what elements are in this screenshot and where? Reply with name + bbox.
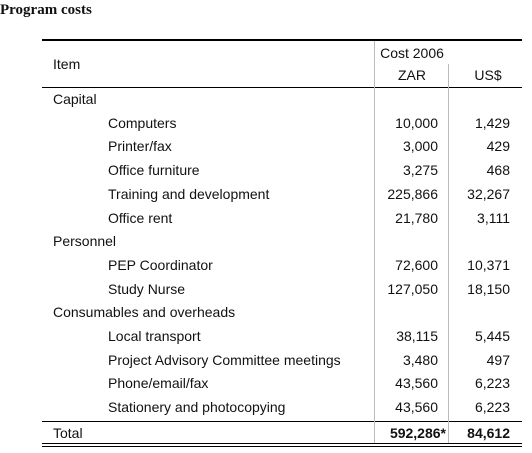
header-zar: ZAR [398, 67, 426, 83]
top-rule [42, 39, 522, 41]
usd-value: 468 [486, 162, 510, 179]
item-label: PEP Coordinator [108, 256, 213, 273]
zar-value: 43,560 [395, 375, 438, 392]
usd-value: 6,223 [474, 375, 510, 392]
usd-value: 5,445 [474, 328, 510, 344]
header-cost: Cost 2006 [380, 45, 444, 61]
total-label: Total [53, 425, 83, 441]
header-item: Item [53, 56, 81, 72]
column-rule [448, 64, 449, 443]
zar-value: 3,000 [402, 138, 438, 155]
item-label: Phone/email/fax [108, 375, 209, 392]
item-label: Training and development [108, 185, 270, 202]
header-usd: US$ [474, 67, 502, 83]
zar-value: 225,866 [387, 185, 438, 202]
column-rule [374, 41, 375, 443]
item-label: Study Nurse [108, 280, 186, 297]
item-label: Project Advisory Committee meetings [108, 351, 341, 368]
item-label: Computers [108, 114, 177, 131]
bottom-rule [42, 443, 522, 444]
zar-value: 3,480 [402, 351, 438, 368]
item-label: Local transport [108, 328, 201, 344]
usd-value: 3,111 [477, 209, 510, 226]
zar-value: 72,600 [395, 256, 438, 273]
bottom-rule [42, 446, 522, 447]
zar-value: 21,780 [395, 209, 438, 226]
item-label: Office furniture [108, 162, 200, 179]
zar-value: 127,050 [387, 280, 438, 297]
section-label: Personnel [53, 233, 117, 250]
item-label: Stationery and photocopying [108, 399, 286, 416]
total-usd: 84,612 [467, 425, 510, 441]
section-label: Consumables and overheads [53, 304, 236, 321]
usd-value: 18,150 [467, 280, 510, 297]
zar-value: 43,560 [395, 399, 438, 416]
title: Program costs [0, 2, 92, 18]
usd-value: 1,429 [474, 114, 510, 131]
usd-value: 429 [486, 138, 510, 155]
zar-value: 38,115 [396, 328, 438, 344]
total-zar: 592,286* [389, 425, 446, 441]
total-rule [42, 421, 522, 422]
section-label: Capital [53, 91, 97, 107]
zar-value: 3,275 [402, 162, 438, 179]
usd-value: 497 [486, 351, 510, 368]
usd-value: 10,371 [467, 256, 510, 273]
item-label: Office rent [108, 209, 173, 226]
usd-value: 32,267 [467, 185, 510, 202]
header-rule [42, 87, 522, 88]
item-label: Printer/fax [108, 138, 172, 155]
zar-value: 10,000 [395, 114, 438, 131]
usd-value: 6,223 [474, 399, 510, 416]
